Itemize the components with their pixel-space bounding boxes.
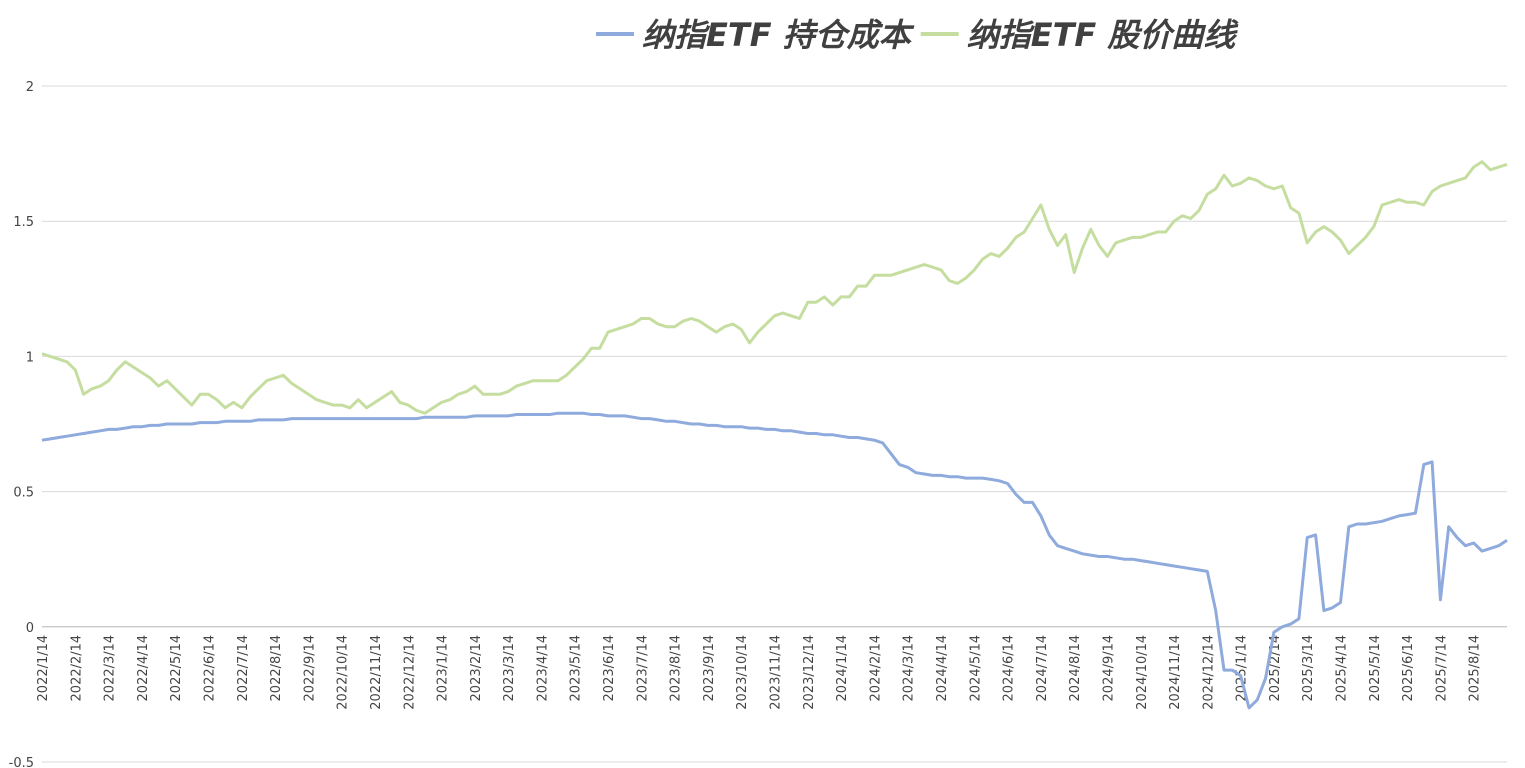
x-tick-label: 2023/7/14 [635,635,650,702]
x-tick-label: 2022/10/14 [336,635,351,710]
x-tick-label: 2024/9/14 [1101,635,1116,702]
x-tick-label: 2025/1/14 [1235,635,1250,702]
x-tick-label: 2024/10/14 [1135,635,1150,710]
x-tick-label: 2023/10/14 [735,635,750,710]
x-tick-label: 2023/6/14 [602,635,617,702]
x-tick-label: 2024/8/14 [1068,635,1083,702]
x-tick-label: 2025/3/14 [1301,635,1316,702]
x-tick-label: 2025/8/14 [1468,635,1483,702]
x-tick-label: 2023/9/14 [702,635,717,702]
x-tick-label: 2024/5/14 [968,635,983,702]
legend-label: 纳指ETF 持仓成本 [642,16,915,54]
x-tick-label: 2025/6/14 [1401,635,1416,702]
y-tick-label: 1 [26,350,34,365]
x-tick-label: 2022/2/14 [69,635,84,702]
legend-label: 纳指ETF 股价曲线 [967,16,1240,54]
x-tick-label: 2024/12/14 [1201,635,1216,710]
x-tick-label: 2024/3/14 [902,635,917,702]
x-tick-label: 2023/12/14 [802,635,817,710]
x-tick-label: 2023/4/14 [535,635,550,702]
x-tick-label: 2022/4/14 [136,635,151,702]
y-tick-label: 0 [26,621,34,636]
x-tick-label: 2022/5/14 [169,635,184,702]
x-tick-label: 2023/5/14 [569,635,584,702]
x-tick-label: 2022/9/14 [302,635,317,702]
x-tick-label: 2025/7/14 [1434,635,1449,702]
x-tick-label: 2024/1/14 [835,635,850,702]
y-tick-label: -0.5 [9,756,34,768]
x-tick-label: 2023/1/14 [436,635,451,702]
x-tick-label: 2023/2/14 [469,635,484,702]
x-tick-label: 2022/1/14 [36,635,51,702]
x-tick-label: 2022/12/14 [402,635,417,710]
y-tick-label: 2 [26,80,34,95]
x-tick-label: 2024/7/14 [1035,635,1050,702]
x-tick-label: 2024/11/14 [1168,635,1183,710]
x-tick-label: 2024/4/14 [935,635,950,702]
x-tick-label: 2023/11/14 [769,635,784,710]
x-tick-label: 2022/8/14 [269,635,284,702]
x-tick-label: 2024/2/14 [868,635,883,702]
x-tick-label: 2022/6/14 [202,635,217,702]
x-tick-label: 2022/3/14 [103,635,118,702]
x-tick-label: 2025/5/14 [1368,635,1383,702]
series-line [41,160,1508,415]
x-tick-label: 2024/6/14 [1002,635,1017,702]
x-tick-label: 2023/8/14 [669,635,684,702]
x-tick-label: 2022/11/14 [369,635,384,710]
x-tick-label: 2023/3/14 [502,635,517,702]
y-tick-label: 1.5 [13,215,34,230]
y-tick-label: 0.5 [13,486,34,501]
x-tick-label: 2025/4/14 [1335,635,1350,702]
series-line [41,411,1508,710]
x-tick-label: 2022/7/14 [236,635,251,702]
